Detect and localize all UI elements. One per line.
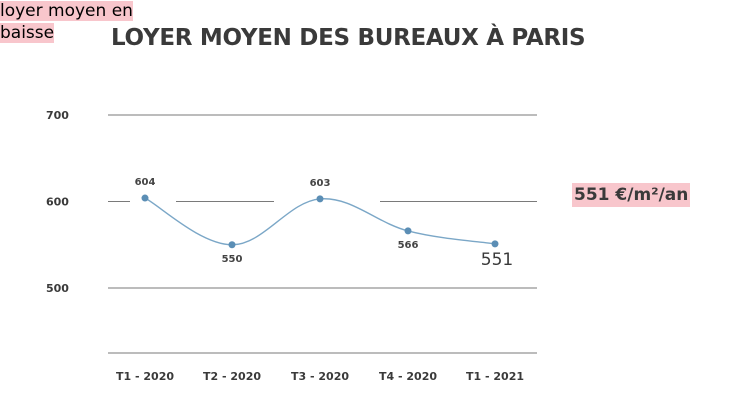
series-line <box>144 197 496 246</box>
data-label-5: 551 <box>481 250 513 270</box>
data-label-3: 603 <box>310 178 331 189</box>
trend-annotation: loyer moyen en baisse <box>0 0 160 44</box>
chart-title: LOYER MOYEN DES BUREAUX À PARIS <box>111 25 586 51</box>
x-tick-label-1: T1 - 2020 <box>116 370 174 383</box>
x-tick-label-4: T4 - 2020 <box>379 370 437 383</box>
data-label-2: 550 <box>222 254 243 265</box>
data-label-4: 566 <box>398 240 419 251</box>
data-point-1 <box>141 194 149 202</box>
y-tick-label-600: 600 <box>46 196 69 209</box>
data-point-2 <box>228 241 236 249</box>
y-tick-label-500: 500 <box>46 282 69 295</box>
data-label-1: 604 <box>135 177 156 188</box>
y-tick-label-700: 700 <box>46 109 69 122</box>
x-tick-label-3: T3 - 2020 <box>291 370 349 383</box>
data-point-3 <box>316 195 324 203</box>
x-tick-label-5: T1 - 2021 <box>466 370 524 383</box>
price-annotation: 551 €/m²/an <box>572 183 691 207</box>
x-tick-label-2: T2 - 2020 <box>203 370 261 383</box>
data-point-4 <box>404 227 412 235</box>
data-point-5 <box>491 240 499 248</box>
